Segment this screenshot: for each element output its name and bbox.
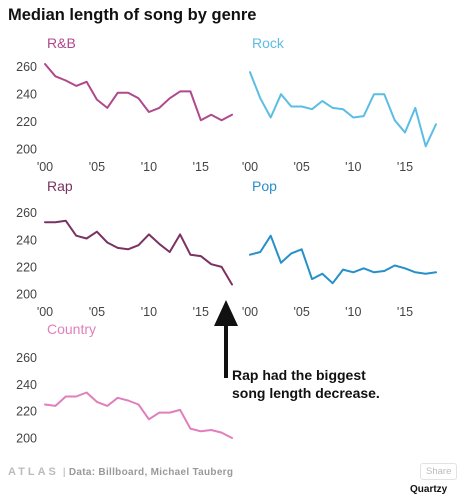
y-tick-label: 220	[16, 260, 37, 274]
panel-title-rock: Rock	[252, 35, 285, 51]
x-tick-label: '05	[294, 305, 310, 319]
y-tick-label: 220	[16, 405, 37, 419]
x-tick-label: '00	[242, 305, 258, 319]
annotation-text: Rap had the biggest song length decrease…	[232, 366, 380, 402]
chart-title: Median length of song by genre	[8, 6, 257, 24]
y-tick-label: 260	[16, 60, 37, 74]
y-tick-label: 220	[16, 115, 37, 129]
share-button[interactable]: Share	[420, 463, 458, 480]
panel-title-rap: Rap	[47, 178, 73, 194]
x-tick-label: '05	[294, 160, 310, 174]
panel-title-pop: Pop	[252, 178, 277, 194]
y-tick-label: 240	[16, 233, 37, 247]
x-tick-label: '00	[242, 160, 258, 174]
annotation-arrow-head	[214, 300, 238, 326]
annotation-line-2: song length decrease.	[232, 385, 380, 401]
footer-credits: ATLAS | Data: Billboard, Michael Tauberg	[8, 466, 233, 478]
x-tick-label: '15	[397, 305, 413, 319]
x-tick-label: '00	[37, 160, 53, 174]
y-tick-label: 200	[16, 432, 37, 446]
panel-r-b: R&B 200 220 240 260 '00 '05 '10 '15	[16, 35, 233, 174]
panel-title-r-b: R&B	[47, 35, 76, 51]
series-line-rap	[44, 219, 233, 286]
annotation-line-1: Rap had the biggest	[232, 367, 366, 383]
panel-rock: Rock '00 '05 '10 '15	[242, 35, 437, 174]
x-tick-label: '10	[141, 160, 157, 174]
series-line-r-b	[44, 63, 233, 122]
x-tick-label: '15	[397, 160, 413, 174]
x-tick-label: '10	[141, 305, 157, 319]
x-tick-label: '05	[89, 160, 105, 174]
source-text: Data: Billboard, Michael Tauberg	[68, 467, 234, 478]
y-tick-label: 260	[16, 206, 37, 220]
panel-country: Country 200 220 240 260	[16, 321, 233, 446]
x-tick-label: '15	[193, 305, 209, 319]
y-tick-label: 200	[16, 288, 37, 302]
y-tick-label: 260	[16, 351, 37, 365]
atlas-logo: ATLAS	[8, 466, 59, 478]
x-tick-label: '05	[89, 305, 105, 319]
x-tick-label: '15	[193, 160, 209, 174]
panel-rap: Rap 200 220 240 260 '00 '05 '10 '15	[16, 178, 233, 319]
series-line-rock	[249, 71, 437, 148]
x-tick-label: '00	[37, 305, 53, 319]
x-tick-label: '10	[345, 305, 361, 319]
y-tick-label: 240	[16, 88, 37, 102]
y-tick-label: 200	[16, 143, 37, 157]
y-tick-label: 240	[16, 378, 37, 392]
publisher-logo: Quartzy	[410, 484, 448, 495]
panel-pop: Pop '00 '05 '10 '15	[242, 178, 437, 319]
panel-title-country: Country	[47, 321, 96, 337]
series-line-country	[44, 391, 233, 439]
footer-divider: |	[62, 467, 69, 478]
x-tick-label: '10	[345, 160, 361, 174]
series-line-pop	[249, 234, 437, 285]
